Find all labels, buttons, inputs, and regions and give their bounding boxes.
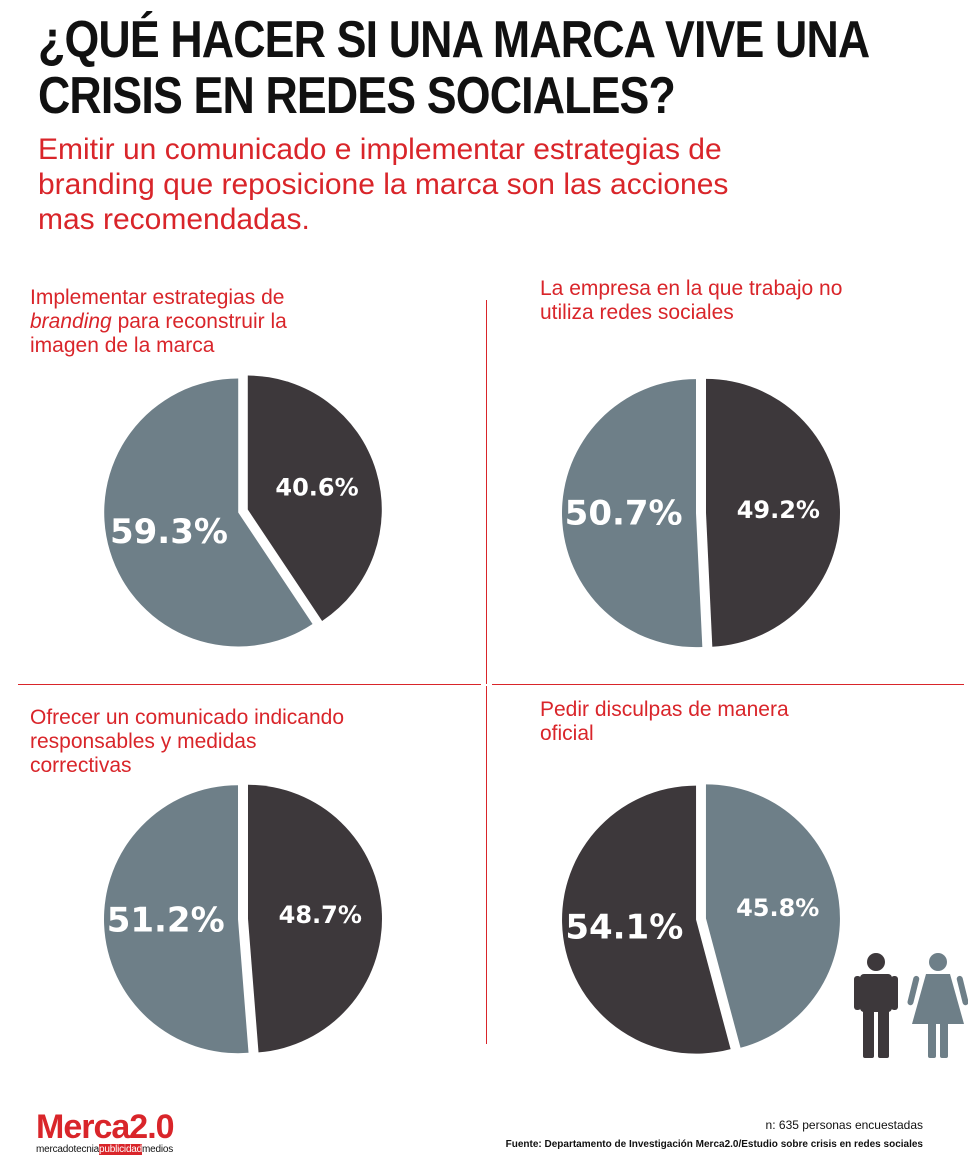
- pie-4-slice-2: [562, 785, 731, 1054]
- pie-1-slice-2-label: 59.3%: [110, 512, 228, 552]
- pie-2-slice-1: [705, 378, 840, 647]
- pie-2-slice-2: [562, 379, 703, 648]
- pie-4-slice-2-label: 54.1%: [565, 908, 683, 948]
- pie-3-slice-1-label: 48.7%: [279, 901, 362, 929]
- source-note: Fuente: Departamento de Investigación Me…: [505, 1139, 923, 1150]
- title-line-2: CRISIS EN REDES SOCIALES?: [38, 67, 676, 125]
- pie-2-slice-1-label: 49.2%: [737, 496, 820, 524]
- merca-logo: Merca2.0 mercadotecniapublicidadmedios: [36, 1108, 175, 1156]
- subtitle-line-1: Emitir un comunicado e implementar estra…: [38, 133, 722, 166]
- chart-1-title-line-3: imagen de la marca: [30, 334, 215, 357]
- chart-3-title: Ofrecer un comunicado indicando responsa…: [30, 706, 344, 778]
- pie-1-slice-2: [104, 378, 313, 647]
- logo-tag-1: mercadotecnia: [36, 1144, 99, 1155]
- pie-3-slice-1: [247, 784, 382, 1053]
- pie-4-slice-1: [705, 784, 840, 1048]
- chart-4-title-line-2: oficial: [540, 722, 594, 745]
- logo-tagline: mercadotecniapublicidadmedios: [36, 1144, 174, 1156]
- chart-3-title-line-1: Ofrecer un comunicado indicando: [30, 706, 345, 729]
- chart-1-title-line-2-rest: para reconstruir la: [111, 310, 287, 333]
- grid-divider-horizontal-right: [492, 684, 964, 685]
- grid-divider-vertical-top: [486, 300, 487, 684]
- chart-4-title: Pedir disculpas de manera oficial: [540, 698, 789, 746]
- pie-3-slice-2-label: 51.2%: [107, 901, 225, 941]
- sample-size-note: n: 635 personas encuestadas: [765, 1118, 923, 1132]
- chart-1-title-line-1: Implementar estrategias de: [30, 286, 285, 309]
- woman-icon: [907, 953, 968, 1058]
- man-icon: [854, 953, 898, 1058]
- chart-3-title-line-3: correctivas: [30, 754, 132, 777]
- pie-chart-no-social: 49.2% 50.7%: [562, 378, 840, 648]
- chart-2-title: La empresa en la que trabajo no utiliza …: [540, 277, 842, 325]
- subtitle-line-3: mas recomendadas.: [38, 203, 310, 236]
- page-subtitle: Emitir un comunicado e implementar estra…: [38, 132, 838, 237]
- pie-1-slice-1-label: 40.6%: [275, 474, 358, 502]
- chart-1-title: Implementar estrategias de branding para…: [30, 286, 287, 358]
- logo-wordmark: Merca2.0: [36, 1108, 175, 1146]
- pie-chart-disculpas: 45.8% 54.1%: [562, 784, 840, 1054]
- pie-1-slice-1: [247, 375, 382, 622]
- gender-icons: [854, 953, 968, 1058]
- chart-2-title-line-2: utiliza redes sociales: [540, 301, 734, 324]
- pie-2-slice-2-label: 50.7%: [565, 493, 683, 533]
- page-title: ¿QUÉ HACER SI UNA MARCA VIVE UNA CRISIS …: [38, 11, 870, 125]
- pie-chart-branding: 40.6% 59.3%: [104, 375, 382, 647]
- chart-3-title-line-2: responsables y medidas: [30, 730, 257, 753]
- logo-tag-3: medios: [142, 1144, 174, 1155]
- chart-4-title-line-1: Pedir disculpas de manera: [540, 698, 789, 721]
- pie-chart-comunicado: 48.7% 51.2%: [104, 784, 382, 1054]
- title-line-1: ¿QUÉ HACER SI UNA MARCA VIVE UNA: [38, 11, 870, 69]
- pie-3-slice-2: [104, 785, 249, 1054]
- chart-1-title-line-2: branding para reconstruir la: [30, 310, 287, 334]
- grid-divider-vertical-bottom: [486, 686, 487, 1044]
- grid-divider-horizontal-left: [18, 684, 481, 685]
- pie-4-slice-1-label: 45.8%: [736, 894, 819, 922]
- chart-1-title-italic: branding: [30, 310, 112, 333]
- subtitle-line-2: branding que reposicione la marca son la…: [38, 168, 729, 201]
- chart-2-title-line-1: La empresa en la que trabajo no: [540, 277, 843, 300]
- logo-tag-2: publicidad: [99, 1144, 143, 1155]
